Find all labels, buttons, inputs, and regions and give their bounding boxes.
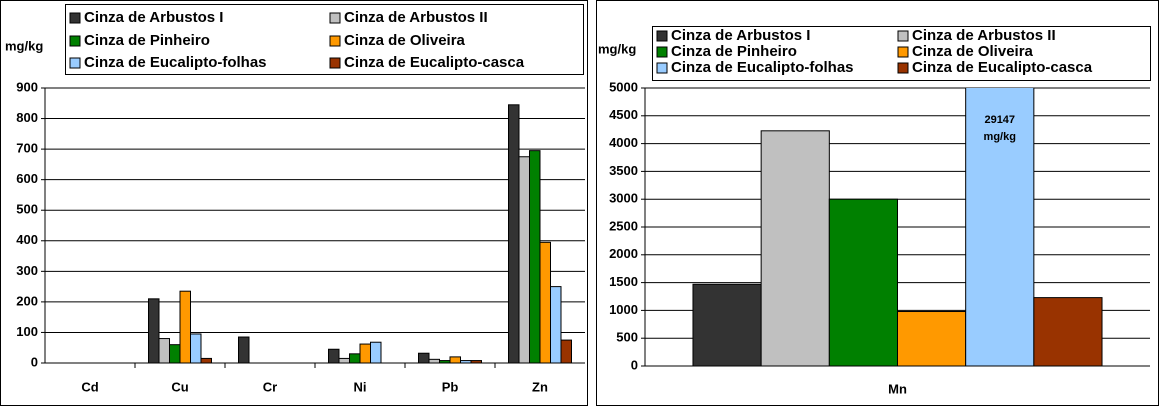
bar — [179, 290, 191, 363]
y-tick-label: 600 — [16, 171, 38, 186]
legend-swatch — [656, 46, 668, 58]
y-tick-label: 1500 — [609, 274, 638, 289]
legend-label: Cinza de Oliveira — [912, 43, 1034, 60]
y-tick-label: 900 — [16, 79, 38, 94]
bar — [692, 283, 762, 366]
y-tick-label: 100 — [16, 324, 38, 339]
y-tick-label: 1000 — [609, 302, 638, 317]
bar — [349, 353, 361, 363]
y-axis-label: mg/kg — [5, 38, 43, 53]
x-tick-label: Ni — [354, 379, 367, 394]
y-tick-label: 0 — [31, 354, 38, 369]
x-tick-label: Zn — [532, 379, 548, 394]
bar — [338, 357, 350, 363]
bars — [148, 104, 572, 363]
x-tick-label: Cu — [171, 379, 188, 394]
legend-swatch — [329, 35, 341, 47]
legend-label: Cinza de Eucalipto-folhas — [671, 59, 854, 76]
y-tick-label: 4000 — [609, 135, 638, 150]
legend-swatch — [69, 35, 81, 47]
legend-swatch — [897, 46, 909, 58]
y-tick-label: 500 — [616, 330, 638, 345]
y-tick-label: 0 — [631, 357, 638, 372]
bar — [148, 298, 160, 363]
bar — [418, 352, 430, 363]
bar — [539, 241, 551, 363]
bar — [1033, 297, 1103, 366]
legend-label: Cinza de Oliveira — [344, 32, 466, 49]
y-tick-label: 700 — [16, 141, 38, 156]
y-tick-label: 500 — [16, 202, 38, 217]
legend-swatch — [897, 62, 909, 74]
bar — [449, 356, 461, 363]
bar — [158, 338, 170, 363]
y-tick-label: 2500 — [609, 218, 638, 233]
legend-label: Cinza de Pinheiro — [671, 43, 797, 60]
legend-label: Cinza de Arbustos I — [84, 9, 223, 26]
y-tick-label: 2000 — [609, 246, 638, 261]
legend-swatch — [69, 57, 81, 69]
bar — [550, 286, 562, 363]
legend-swatch — [656, 62, 668, 74]
y-tick-label: 400 — [16, 232, 38, 247]
legend-label: Cinza de Pinheiro — [84, 32, 210, 49]
y-tick-label: 300 — [16, 263, 38, 278]
bar — [560, 339, 572, 363]
legend-label: Cinza de Arbustos I — [671, 27, 810, 44]
y-tick-label: 200 — [16, 293, 38, 308]
legend-label: Cinza de Eucalipto-casca — [344, 54, 525, 71]
bar — [529, 150, 541, 363]
bar — [190, 333, 202, 363]
y-tick-label: 800 — [16, 110, 38, 125]
bar — [428, 358, 440, 363]
bar — [328, 348, 340, 363]
x-tick-label: Pb — [442, 379, 459, 394]
bars — [692, 88, 1103, 366]
bar — [828, 198, 899, 366]
legend-box — [65, 4, 584, 75]
y-tick-label: 3000 — [609, 191, 638, 206]
legend-swatch — [329, 12, 341, 24]
bar — [760, 130, 830, 366]
legend-label: Cinza de Arbustos II — [912, 27, 1056, 44]
bar — [508, 104, 520, 363]
data-label-line: 29147 — [984, 114, 1015, 126]
bar — [370, 341, 382, 363]
y-axis-label: mg/kg — [598, 41, 636, 56]
legend-swatch — [329, 57, 341, 69]
data-label-line: mg/kg — [984, 131, 1016, 143]
y-tick-label: 4500 — [609, 107, 638, 122]
bar — [359, 343, 371, 363]
legend-swatch — [69, 12, 81, 24]
bar — [518, 156, 530, 363]
y-tick-label: 5000 — [609, 79, 638, 94]
bar — [200, 357, 212, 363]
legend-label: Cinza de Eucalipto-folhas — [84, 54, 267, 71]
legend-swatch — [656, 30, 668, 42]
bar — [965, 88, 1035, 366]
y-tick-label: 3500 — [609, 163, 638, 178]
x-tick-label: Mn — [888, 381, 907, 396]
data-label: 29147 mg/kg — [984, 114, 1016, 143]
bar — [238, 336, 250, 363]
legend-label: Cinza de Eucalipto-casca — [912, 59, 1093, 76]
bar — [897, 311, 967, 366]
bar — [169, 344, 181, 363]
legend-label: Cinza de Arbustos II — [344, 9, 488, 26]
x-tick-label: Cd — [81, 379, 98, 394]
legend-swatch — [897, 30, 909, 42]
x-tick-label: Cr — [263, 379, 277, 394]
